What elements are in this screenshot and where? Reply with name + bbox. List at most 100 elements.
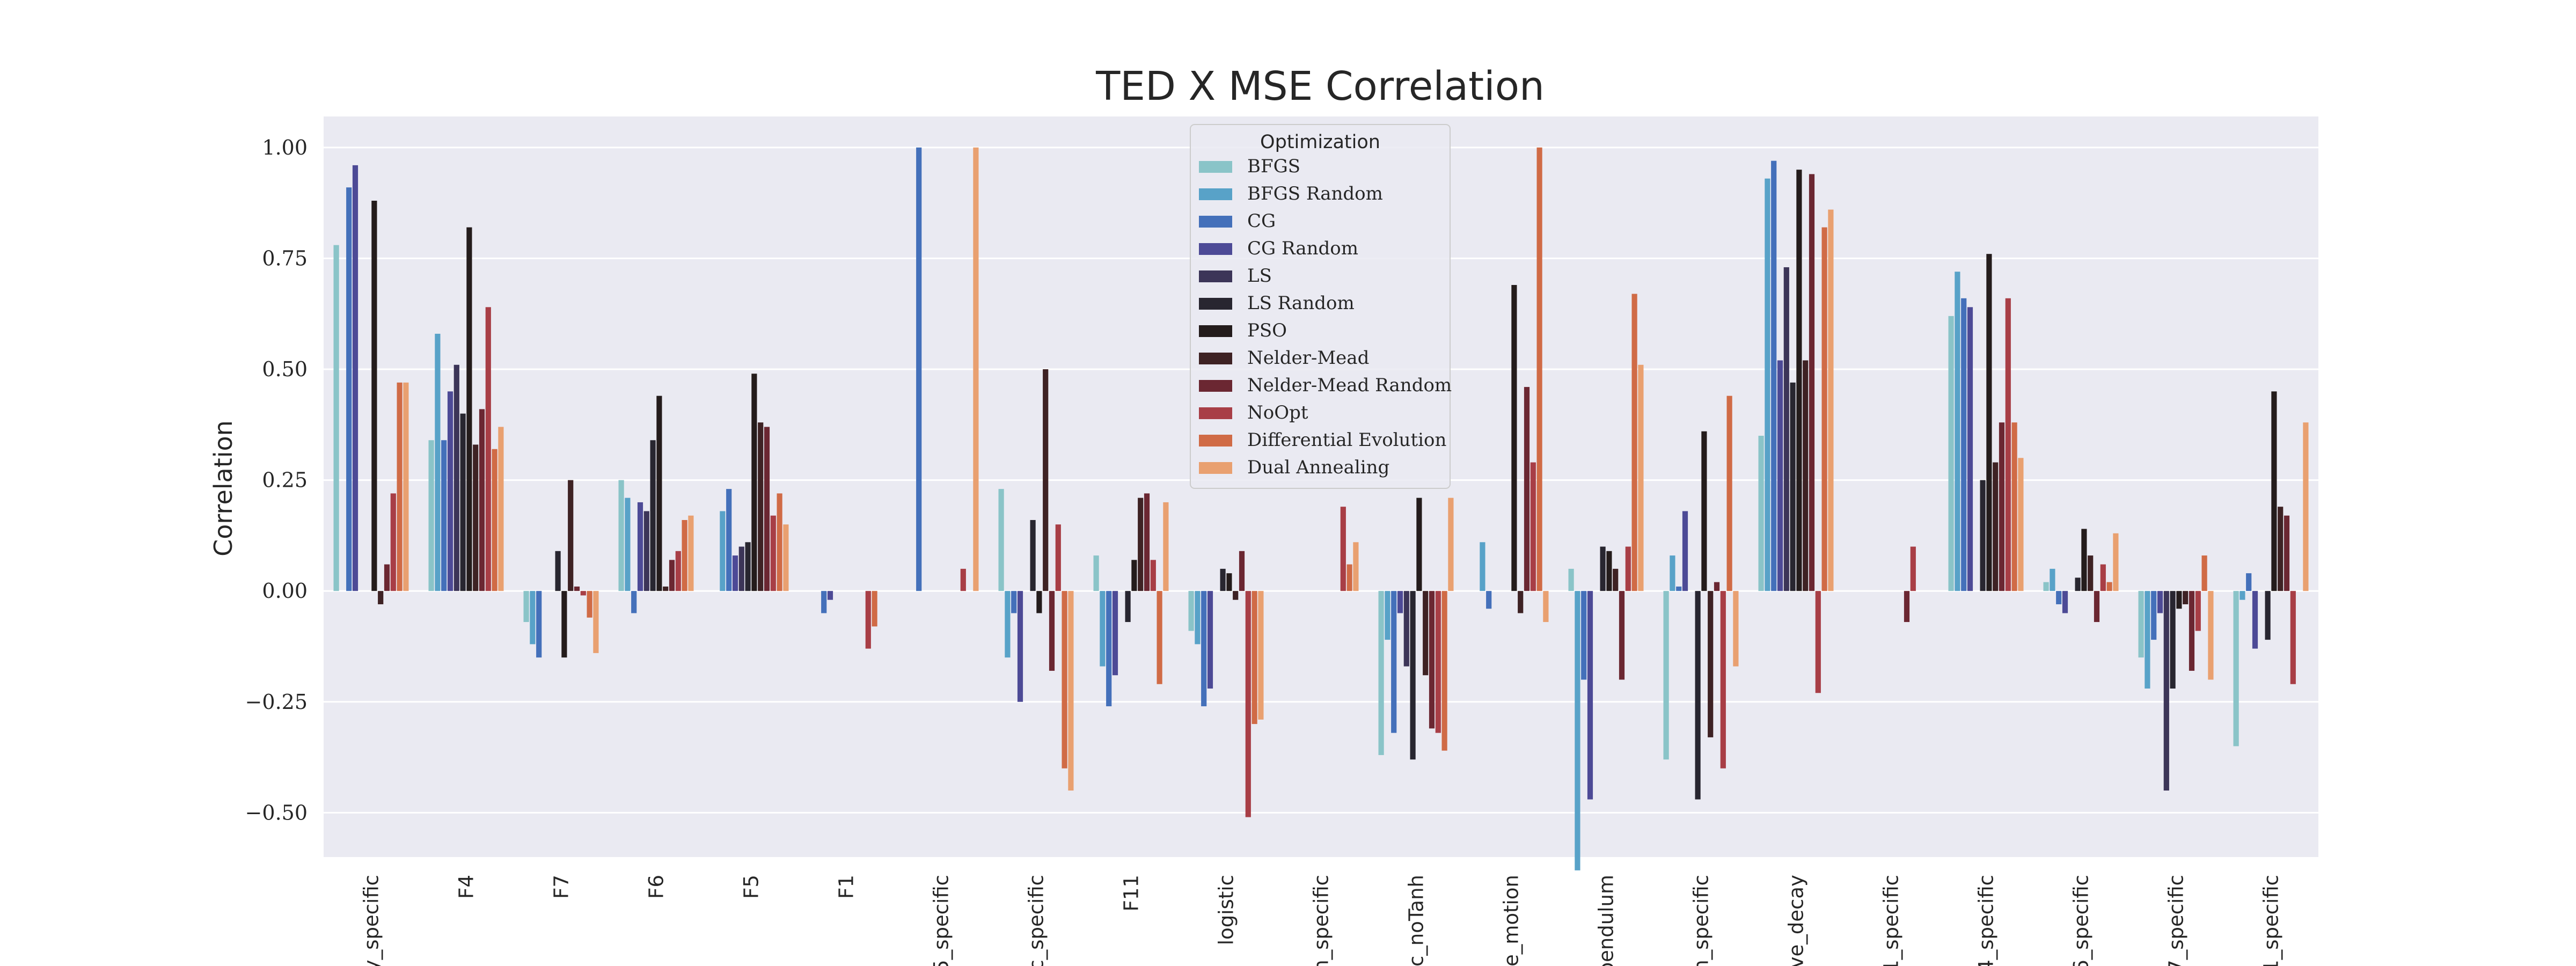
bar [2176, 591, 2182, 609]
bar [618, 480, 624, 591]
bar [1144, 493, 1150, 591]
bar [1904, 591, 1910, 623]
x-tick-label: ive_decay [1785, 875, 1808, 966]
x-tick-label: 6_specific [2070, 875, 2093, 966]
bar [1378, 591, 1384, 755]
bar [738, 546, 744, 591]
bar [2018, 458, 2024, 591]
bar [1518, 591, 1524, 613]
bar [1100, 591, 1106, 667]
bar [492, 449, 497, 591]
bar [441, 440, 447, 591]
bar [473, 444, 479, 591]
bar [447, 391, 453, 591]
bar [2195, 591, 2201, 631]
bar [1429, 591, 1435, 729]
legend: Optimization BFGS BFGS Random CG CG Random L… [1190, 124, 1452, 489]
bar [1790, 382, 1796, 591]
bar [2303, 422, 2309, 591]
bar [530, 591, 536, 645]
bar [1036, 591, 1042, 613]
bar [2056, 591, 2062, 604]
bar [1619, 591, 1625, 680]
bar [2163, 591, 2169, 791]
bar [1068, 591, 1074, 791]
bar [656, 396, 662, 591]
bar [1245, 591, 1251, 817]
bar [2075, 577, 2081, 591]
bar [2157, 591, 2163, 613]
bar [1480, 542, 1485, 591]
bar [682, 519, 687, 591]
legend-swatch [1199, 188, 1232, 200]
bar [1093, 555, 1099, 591]
bar [2043, 582, 2049, 591]
legend-swatch [1199, 270, 1232, 282]
bar [1796, 170, 1802, 591]
bar [998, 489, 1004, 591]
bar [1695, 591, 1701, 800]
legend-title: Optimization [1260, 131, 1380, 153]
bar [1600, 546, 1606, 591]
bar [1714, 582, 1720, 591]
bar [650, 440, 656, 591]
bar [643, 511, 649, 591]
bar [865, 591, 871, 649]
legend-entry: NoOpt [1247, 402, 1308, 423]
bar [435, 333, 441, 591]
bar [1638, 364, 1644, 591]
bar [1809, 174, 1815, 591]
bar [1030, 519, 1036, 591]
legend-entry: PSO [1247, 320, 1287, 341]
bar [561, 591, 567, 658]
bar [916, 147, 922, 591]
legend-entry: Dual Annealing [1247, 457, 1389, 478]
bar [777, 493, 782, 591]
bar [574, 586, 580, 591]
bar [872, 591, 877, 627]
bar [479, 409, 485, 591]
bar [1821, 227, 1827, 591]
y-tick-label: 0.50 [262, 357, 308, 381]
legend-swatch [1199, 243, 1232, 255]
legend-box [1190, 124, 1451, 489]
bar [460, 413, 466, 591]
bar [1530, 462, 1536, 591]
bar [1055, 524, 1061, 591]
bar [1207, 591, 1213, 689]
x-tick-label: n_specific [1690, 875, 1713, 966]
x-tick-label: F5 [740, 875, 763, 899]
x-tick-labels: y_specific F4 F7 F6 F5 F1 5_specific c_specific… [360, 875, 2283, 966]
legend-entry: LS [1247, 265, 1272, 287]
bar [758, 422, 764, 591]
bar [1049, 591, 1055, 671]
bar [1625, 546, 1631, 591]
x-tick-label: F1 [835, 875, 858, 899]
bar [1606, 551, 1612, 591]
bar [333, 245, 339, 591]
bar [428, 440, 434, 591]
bar [1663, 591, 1669, 760]
bar [1043, 369, 1049, 591]
legend-swatch [1199, 462, 1232, 474]
bar [346, 187, 352, 591]
bar [1416, 497, 1422, 591]
legend-swatch [1199, 353, 1232, 364]
bar [1568, 568, 1574, 591]
bar [1258, 591, 1264, 720]
bar [593, 591, 599, 653]
x-tick-label: y_specific [360, 875, 383, 966]
bar [688, 515, 694, 591]
bar [764, 427, 770, 591]
bar [587, 591, 592, 618]
bar [1410, 591, 1416, 760]
bar [2201, 555, 2207, 591]
bar [675, 551, 681, 591]
bar [2208, 591, 2214, 680]
bar [637, 502, 643, 591]
bar [523, 591, 529, 623]
bar [669, 560, 675, 591]
legend-swatch [1199, 161, 1232, 173]
bar [1226, 573, 1232, 591]
x-tick-label: logistic [1215, 875, 1238, 945]
